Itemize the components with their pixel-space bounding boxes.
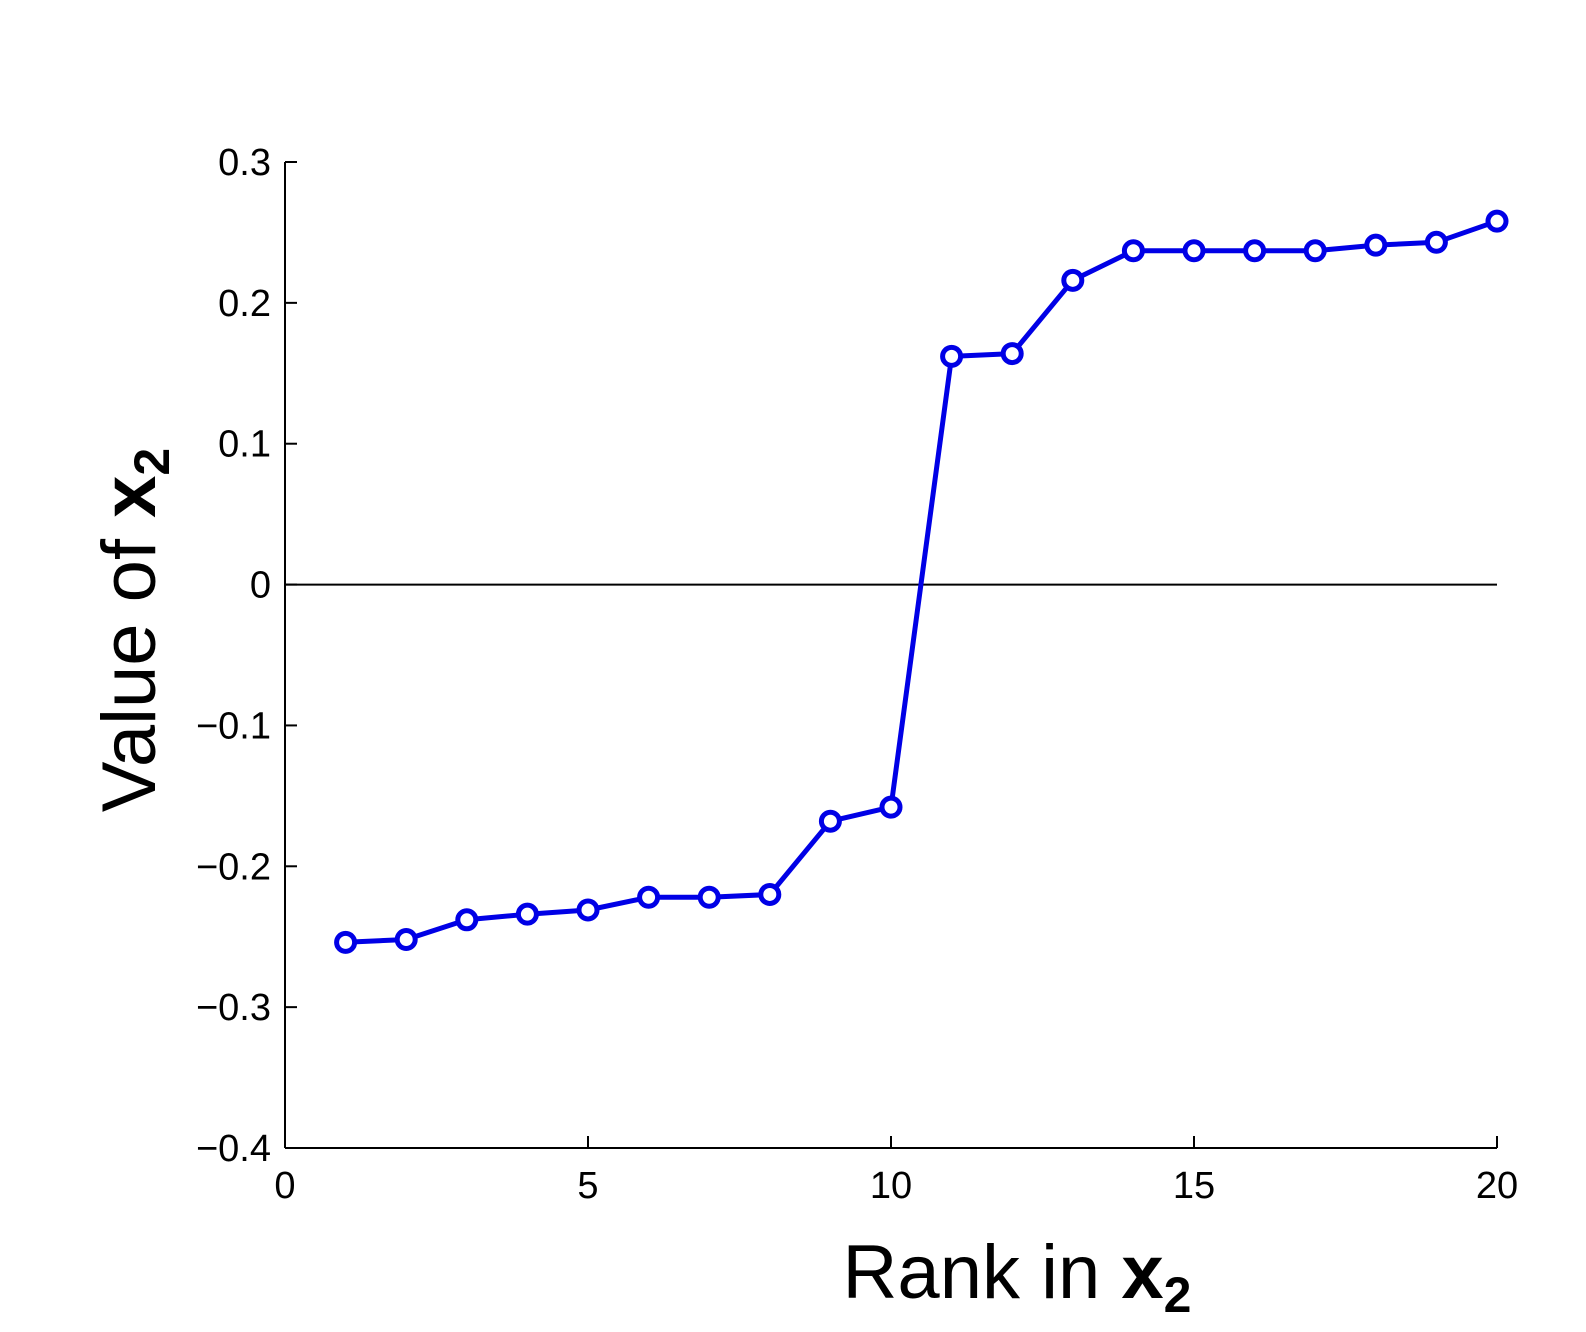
- data-point: [1061, 268, 1085, 292]
- x-tick-label: 10: [870, 1165, 912, 1207]
- series-group: [334, 209, 1509, 954]
- axes: [284, 162, 1497, 1149]
- y-tick-label: −0.3: [196, 987, 271, 1029]
- x-tick-label: 5: [577, 1165, 598, 1207]
- y-axis-label: Value of x2: [87, 448, 180, 812]
- data-point: [1121, 239, 1145, 263]
- data-point: [1424, 230, 1448, 254]
- y-tick-label: 0.3: [218, 142, 271, 184]
- y-tick-label: 0.2: [218, 283, 271, 325]
- y-tick-label: −0.4: [196, 1128, 271, 1170]
- data-point: [455, 908, 479, 932]
- series-line: [345, 218, 1498, 945]
- x-tick-label: 15: [1173, 1165, 1215, 1207]
- data-point: [394, 928, 418, 952]
- data-point: [1182, 239, 1206, 263]
- y-tick-label: −0.1: [196, 705, 271, 747]
- data-point: [515, 902, 539, 926]
- data-point: [940, 344, 964, 368]
- data-point: [637, 885, 661, 909]
- x-tick-label: 20: [1476, 1165, 1518, 1207]
- y-tick-label: −0.2: [196, 846, 271, 888]
- data-point: [334, 930, 358, 954]
- data-point: [1485, 209, 1509, 233]
- data-point: [576, 898, 600, 922]
- y-tick-label: 0: [250, 565, 271, 607]
- data-point: [1303, 239, 1327, 263]
- data-point: [879, 795, 903, 819]
- data-point: [1364, 233, 1388, 257]
- x-axis-label: Rank in x2: [843, 1230, 1192, 1323]
- y-tick-label: 0.1: [218, 424, 271, 466]
- data-point: [818, 809, 842, 833]
- ticks-group: −0.4 −0.3 −0.2 −0.1 0 0.1 0.2 0.3 0 5 10 15 20: [196, 142, 1518, 1207]
- x-tick-label: 0: [274, 1165, 295, 1207]
- data-point: [758, 882, 782, 906]
- data-point: [1243, 239, 1267, 263]
- data-point: [1000, 342, 1024, 366]
- data-point: [697, 885, 721, 909]
